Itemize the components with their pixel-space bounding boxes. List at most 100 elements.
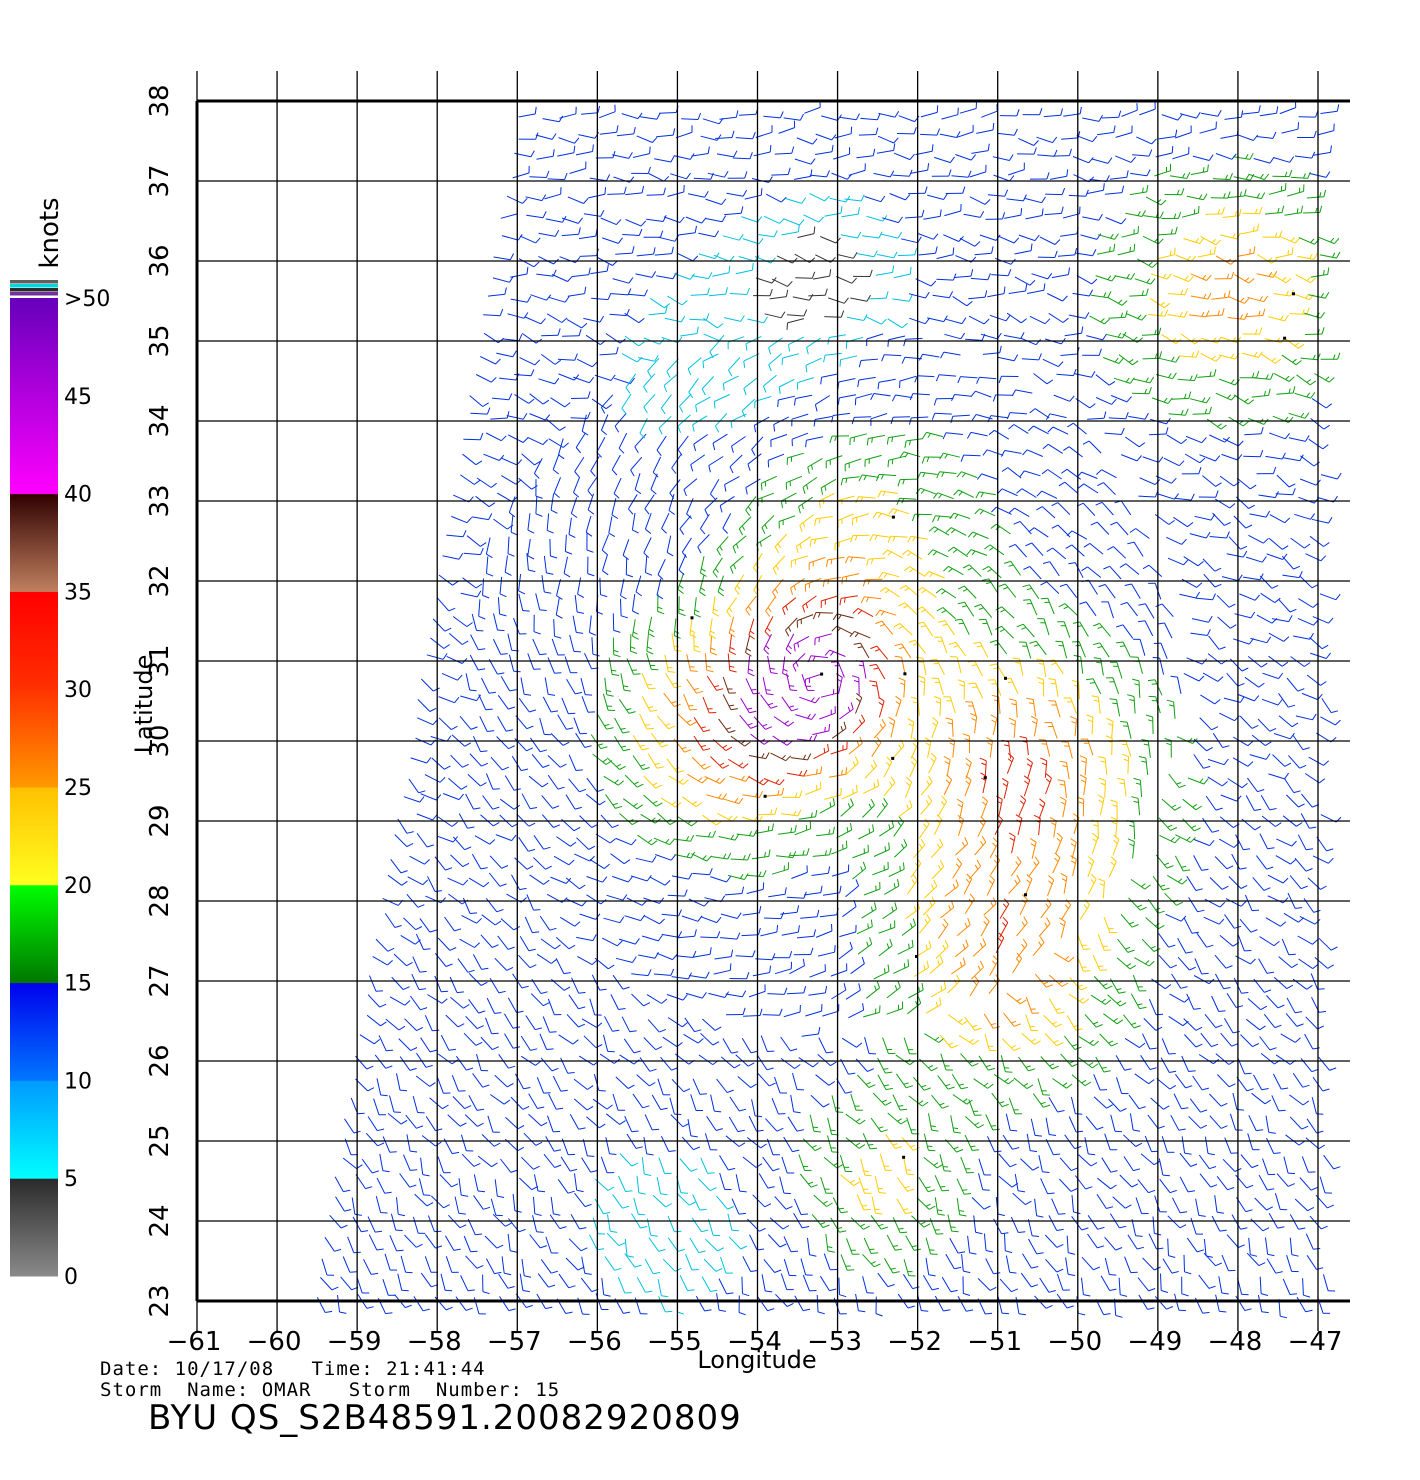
wind-barb <box>1128 897 1147 911</box>
wind-barb <box>487 287 507 297</box>
wind-barb <box>663 216 685 223</box>
wind-barb <box>498 1273 515 1289</box>
wind-barb <box>1200 694 1221 705</box>
wind-barb <box>485 1017 499 1035</box>
wind-barb <box>541 353 561 365</box>
wind-barb <box>823 1156 844 1169</box>
wind-barb <box>948 641 967 657</box>
wind-barb <box>1115 155 1136 163</box>
wind-barb <box>387 1113 408 1125</box>
wind-barb <box>497 695 516 710</box>
wind-barb <box>938 620 955 635</box>
wind-barb <box>1051 502 1071 515</box>
wind-barb <box>631 513 639 534</box>
wind-barb <box>850 1217 870 1230</box>
wind-barb <box>745 335 762 351</box>
wind-barb <box>378 1035 394 1052</box>
wind-barb <box>1320 716 1341 726</box>
wind-barb <box>960 1156 974 1174</box>
wind-barb <box>816 826 835 837</box>
wind-barb <box>992 154 1014 161</box>
wind-barb <box>1226 672 1245 687</box>
wind-barb <box>372 955 393 966</box>
wind-barb <box>1167 557 1189 566</box>
wind-barb <box>734 574 745 595</box>
x-tick-label: −47 <box>1288 1327 1343 1357</box>
wind-barb <box>1093 1074 1108 1091</box>
wind-barb <box>864 195 886 203</box>
wind-barb <box>1117 777 1127 797</box>
wind-barb <box>950 414 970 424</box>
wind-barb <box>647 753 664 769</box>
wind-barb <box>1042 443 1063 454</box>
wind-barb <box>600 394 614 414</box>
wind-barb <box>1076 933 1091 950</box>
wind-barb <box>568 994 586 1010</box>
wind-barb <box>953 489 975 498</box>
wind-barb <box>791 413 809 427</box>
wind-barb <box>644 494 655 515</box>
wind-barb <box>822 885 842 896</box>
wind-barb <box>382 1136 397 1153</box>
wind-barb <box>963 210 985 218</box>
wind-barb <box>1042 358 1064 368</box>
wind-barb <box>573 376 595 384</box>
wind-barb <box>879 820 895 837</box>
wind-barb <box>800 1258 813 1276</box>
wind-barb <box>1273 976 1294 990</box>
colorbar-label: 15 <box>64 972 92 997</box>
wind-barb <box>412 1095 425 1114</box>
wind-barb <box>1142 351 1163 360</box>
wind-barb <box>667 295 688 306</box>
colorbar-cap-stripe <box>10 288 58 292</box>
wind-barb <box>485 773 500 790</box>
wind-barb <box>792 1072 805 1091</box>
wind-barb <box>1132 974 1147 992</box>
wind-barb <box>1234 611 1256 619</box>
wind-barb <box>863 881 881 896</box>
wind-barb <box>1203 916 1225 925</box>
wind-barb <box>494 957 514 971</box>
wind-barb <box>1132 678 1141 698</box>
wind-barb <box>1273 156 1295 163</box>
wind-barb <box>968 1099 982 1116</box>
wind-barb <box>871 736 882 757</box>
wind-barb <box>1249 753 1271 760</box>
wind-barb <box>802 1274 817 1292</box>
rain-flag <box>983 776 987 780</box>
wind-barb <box>1105 185 1125 195</box>
wind-barb <box>1276 386 1296 395</box>
wind-barb <box>438 717 458 731</box>
wind-barb <box>783 1259 797 1277</box>
wind-barb <box>552 453 560 475</box>
wind-barb <box>469 654 486 671</box>
wind-barb <box>1149 297 1171 309</box>
wind-barb <box>860 596 882 604</box>
wind-barb <box>1008 874 1021 894</box>
wind-barb <box>431 757 451 770</box>
wind-barb <box>1076 955 1091 972</box>
wind-barb <box>412 956 427 973</box>
wind-barb <box>562 328 582 337</box>
wind-barb <box>864 759 878 779</box>
wind-barb <box>1240 1034 1260 1048</box>
wind-barb <box>602 554 609 576</box>
wind-barb <box>538 377 560 385</box>
wind-barb <box>832 613 854 621</box>
wind-barb <box>928 752 937 774</box>
wind-barb <box>957 376 978 384</box>
wind-barb <box>1174 493 1195 501</box>
wind-barb <box>764 616 774 637</box>
wind-barb <box>644 1258 661 1275</box>
wind-barb <box>540 1057 559 1072</box>
wind-barb <box>988 429 1010 440</box>
wind-barb <box>857 937 873 955</box>
wind-barb <box>716 1078 734 1093</box>
wind-barb <box>512 1193 522 1213</box>
wind-barb <box>916 940 932 957</box>
wind-barb <box>794 1295 811 1312</box>
wind-barb <box>1186 1237 1205 1253</box>
wind-barb <box>862 578 883 587</box>
wind-barb <box>461 914 482 924</box>
wind-barb <box>954 939 969 958</box>
